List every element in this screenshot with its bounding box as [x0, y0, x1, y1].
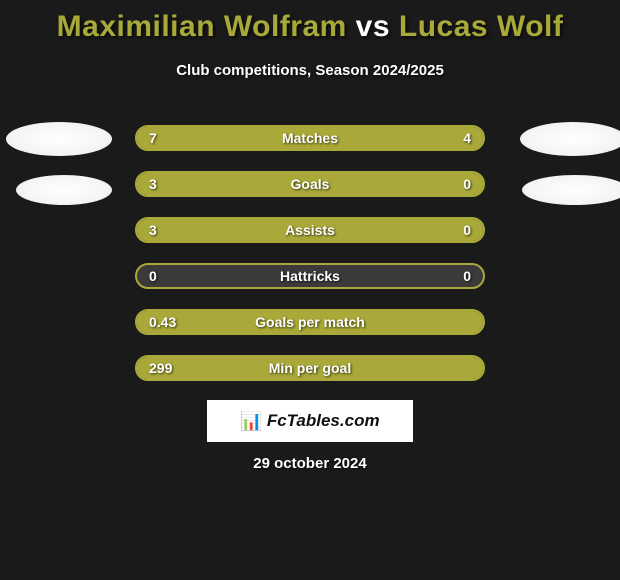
stat-label: Goals per match [255, 314, 365, 330]
stat-value-left: 0.43 [149, 314, 176, 330]
stat-row: 0 Hattricks 0 [135, 263, 485, 289]
stat-row: 3 Assists 0 [135, 217, 485, 243]
stat-row: 3 Goals 0 [135, 171, 485, 197]
stat-value-right: 0 [463, 176, 471, 192]
stat-bar-left [137, 173, 397, 195]
stat-label: Goals [291, 176, 330, 192]
stat-value-left: 7 [149, 130, 157, 146]
title-player2: Lucas Wolf [399, 10, 563, 43]
stat-label: Min per goal [269, 360, 351, 376]
subtitle: Club competitions, Season 2024/2025 [0, 62, 620, 79]
title-player1: Maximilian Wolfram [57, 10, 347, 43]
page-title: Maximilian Wolfram vs Lucas Wolf [0, 0, 620, 44]
branding-badge: 📊 FcTables.com [207, 400, 413, 442]
player2-team-badge [522, 175, 620, 205]
stat-value-left: 299 [149, 360, 172, 376]
stat-value-left: 3 [149, 176, 157, 192]
stat-row: 0.43 Goals per match [135, 309, 485, 335]
title-vs: vs [356, 10, 390, 43]
stat-value-left: 0 [149, 268, 157, 284]
stat-label: Hattricks [280, 268, 340, 284]
stat-value-right: 0 [463, 268, 471, 284]
stat-label: Matches [282, 130, 338, 146]
stat-value-right: 4 [463, 130, 471, 146]
player1-avatar [6, 122, 112, 156]
comparison-bars: 7 Matches 4 3 Goals 0 3 Assists 0 0 Hattricks 0 0.43… [135, 125, 485, 401]
branding-text: FcTables.com [267, 411, 380, 431]
player2-avatar [520, 122, 620, 156]
player1-team-badge [16, 175, 112, 205]
stat-value-right: 0 [463, 222, 471, 238]
stat-label: Assists [285, 222, 335, 238]
branding-logo-icon: 📊 [240, 411, 262, 432]
stat-value-left: 3 [149, 222, 157, 238]
stat-row: 7 Matches 4 [135, 125, 485, 151]
stat-bar-left [137, 219, 397, 241]
date-label: 29 october 2024 [0, 455, 620, 472]
stat-row: 299 Min per goal [135, 355, 485, 381]
